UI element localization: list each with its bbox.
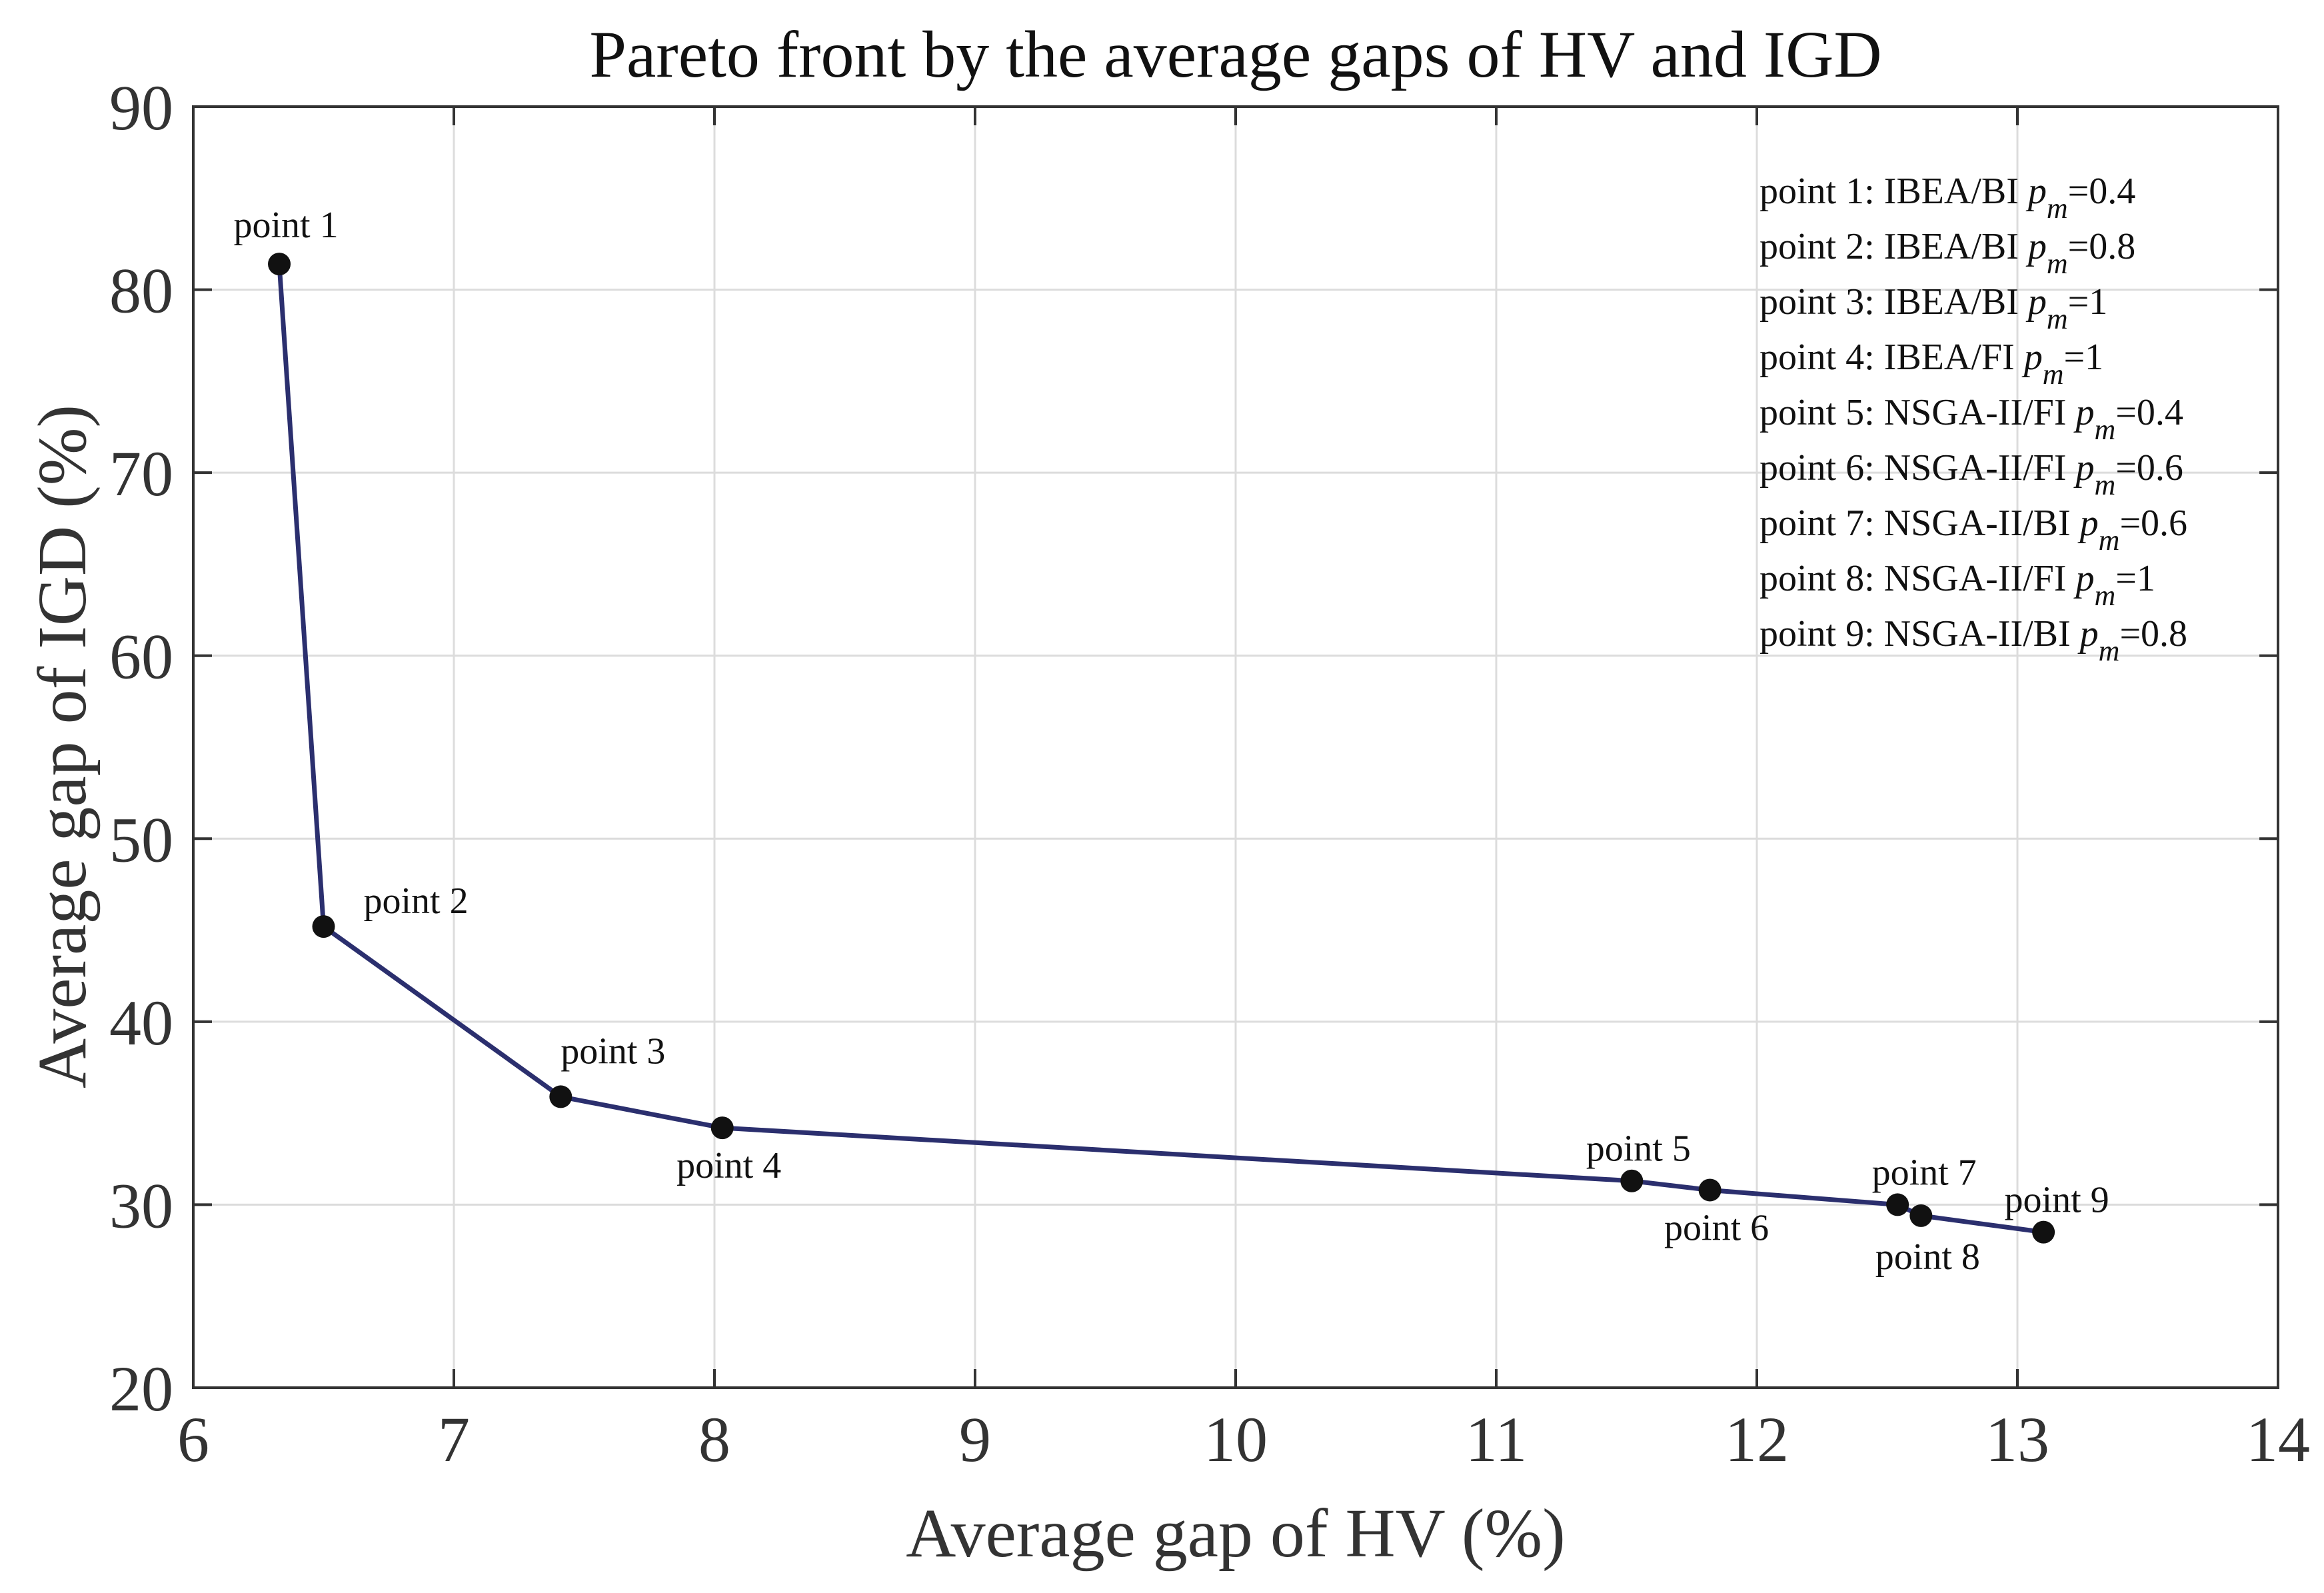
x-tick-label: 14	[2246, 1404, 2310, 1475]
x-tick-label: 11	[1466, 1404, 1527, 1475]
y-tick-label: 30	[109, 1170, 173, 1241]
data-point-marker	[268, 253, 291, 276]
data-point-label: point 5	[1586, 1128, 1691, 1170]
y-tick-label: 60	[109, 621, 173, 693]
grid	[193, 107, 2278, 1388]
y-tick-label: 40	[109, 987, 173, 1058]
data-point-marker	[549, 1085, 573, 1108]
x-tick-label: 13	[1985, 1404, 2049, 1475]
data-point-marker	[1886, 1193, 1909, 1216]
y-tick-label: 20	[109, 1353, 173, 1424]
data-point-marker	[1620, 1169, 1644, 1192]
data-point-label: point 1	[233, 205, 338, 246]
y-tick-label: 90	[109, 72, 173, 143]
data-point-marker	[710, 1116, 734, 1140]
x-tick-label: 7	[438, 1404, 470, 1475]
y-tick-label: 50	[109, 804, 173, 875]
data-point-marker	[1909, 1204, 1933, 1227]
x-tick-label: 12	[1725, 1404, 1789, 1475]
chart-title: Pareto front by the average gaps of HV a…	[589, 17, 1881, 91]
data-point-label: point 7	[1872, 1152, 1977, 1193]
x-tick-label: 6	[177, 1404, 209, 1475]
axis-ticks: 6 7 8 9 10 11 12 13 14 20 30 40 50 60 70 80 90	[109, 72, 2310, 1475]
legend-entry: point 9: NSGA-II/BI pm=0.8	[1759, 613, 2187, 667]
legend-entry: point 1: IBEA/BI pm=0.4	[1759, 171, 2135, 225]
x-tick-label: 10	[1204, 1404, 1268, 1475]
x-tick-label: 9	[959, 1404, 991, 1475]
legend-entry: point 4: IBEA/FI pm=1	[1759, 337, 2103, 391]
series-pareto-front: point 1 point 2 point 3 point 4 point 5 point…	[233, 205, 2109, 1278]
legend-entry: point 8: NSGA-II/FI pm=1	[1759, 558, 2155, 612]
legend-entry: point 3: IBEA/BI pm=1	[1759, 281, 2107, 335]
legend-entry: point 7: NSGA-II/BI pm=0.6	[1759, 503, 2187, 557]
data-point-label: point 2	[364, 880, 469, 922]
y-tick-label: 80	[109, 255, 173, 327]
data-point-label: point 4	[676, 1145, 781, 1186]
legend-entry: point 6: NSGA-II/FI pm=0.6	[1759, 447, 2183, 501]
x-tick-label: 8	[698, 1404, 730, 1475]
y-axis-label: Average gap of IGD (%)	[24, 405, 101, 1088]
data-point-label: point 9	[2005, 1180, 2109, 1221]
y-tick-label: 70	[109, 438, 173, 509]
data-point-marker	[1698, 1178, 1722, 1202]
data-point-label: point 8	[1875, 1236, 1980, 1278]
x-axis-label: Average gap of HV (%)	[906, 1495, 1566, 1572]
legend-entry: point 5: NSGA-II/FI pm=0.4	[1759, 392, 2183, 446]
data-point-marker	[312, 915, 335, 938]
data-point-label: point 6	[1664, 1207, 1769, 1248]
legend-entry: point 2: IBEA/BI pm=0.8	[1759, 226, 2135, 280]
data-point-marker	[2032, 1220, 2055, 1244]
data-point-label: point 3	[561, 1030, 665, 1072]
